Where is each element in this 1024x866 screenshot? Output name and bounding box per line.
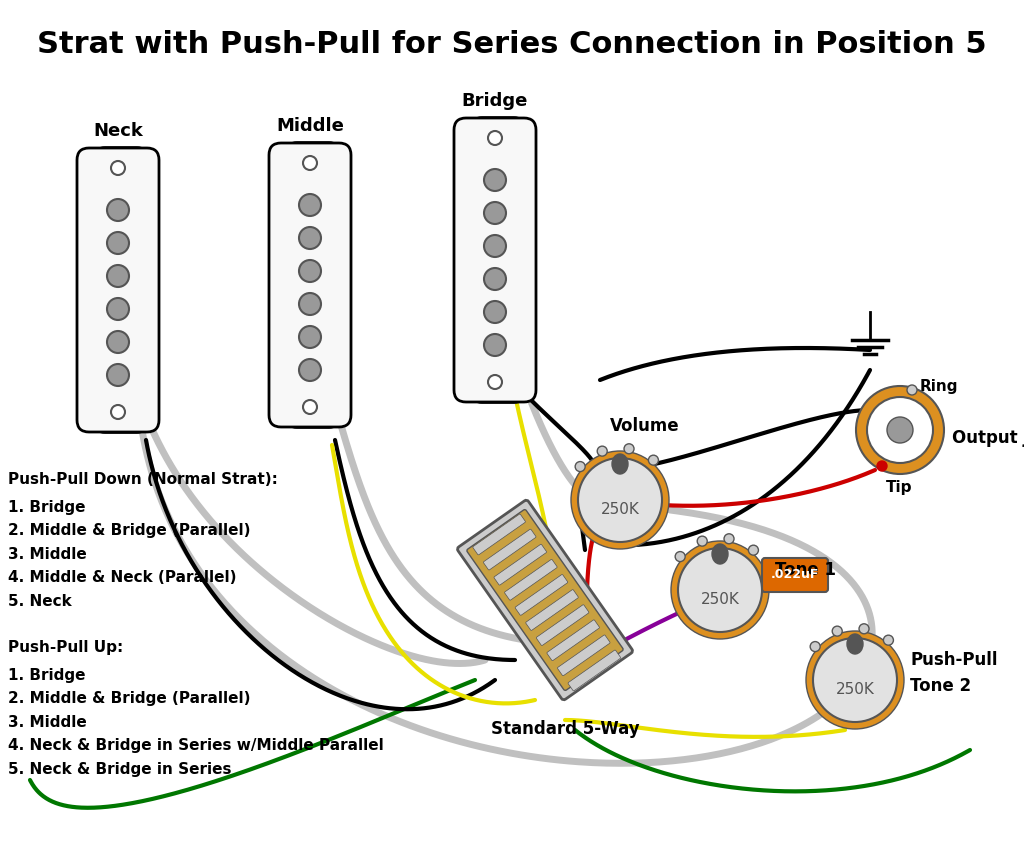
FancyBboxPatch shape [287,141,339,429]
Circle shape [106,265,129,287]
Circle shape [484,268,506,290]
Circle shape [484,334,506,356]
Ellipse shape [847,634,863,654]
Circle shape [697,536,708,546]
Circle shape [648,456,658,465]
Circle shape [887,417,913,443]
Circle shape [575,462,585,472]
Text: 1. Bridge
2. Middle & Bridge (Parallel)
3. Middle
4. Middle & Neck (Parallel)
5.: 1. Bridge 2. Middle & Bridge (Parallel) … [8,500,251,609]
Circle shape [877,461,887,471]
Circle shape [106,364,129,386]
Text: Strat with Push-Pull for Series Connection in Position 5: Strat with Push-Pull for Series Connecti… [37,30,987,59]
Text: 250K: 250K [600,502,639,518]
Text: 250K: 250K [836,682,874,697]
Circle shape [749,546,759,555]
Circle shape [106,232,129,254]
FancyBboxPatch shape [467,509,624,690]
Circle shape [303,156,317,170]
FancyBboxPatch shape [269,143,351,427]
FancyBboxPatch shape [505,559,557,600]
Circle shape [106,331,129,353]
Circle shape [867,397,933,463]
FancyBboxPatch shape [483,529,536,570]
Text: Ring: Ring [920,378,958,393]
Text: Tip: Tip [886,480,912,495]
FancyBboxPatch shape [458,501,633,700]
FancyBboxPatch shape [537,604,589,645]
FancyBboxPatch shape [494,545,547,585]
Text: Standard 5-Way: Standard 5-Way [490,720,639,738]
FancyBboxPatch shape [515,574,567,616]
FancyBboxPatch shape [762,558,828,592]
Circle shape [484,202,506,224]
Text: Push-Pull Down (Normal Strat):: Push-Pull Down (Normal Strat): [8,472,278,487]
Circle shape [571,451,669,549]
Circle shape [299,194,321,216]
Circle shape [299,227,321,249]
FancyBboxPatch shape [525,590,579,630]
Text: Push-Pull: Push-Pull [910,651,997,669]
Circle shape [833,626,842,637]
Text: 250K: 250K [700,592,739,608]
Ellipse shape [712,544,728,564]
FancyBboxPatch shape [95,146,146,434]
Circle shape [484,169,506,191]
Circle shape [488,131,502,145]
FancyBboxPatch shape [454,118,536,402]
Text: Output Jack: Output Jack [952,429,1024,447]
Circle shape [299,260,321,282]
Circle shape [303,400,317,414]
Circle shape [856,386,944,474]
FancyBboxPatch shape [472,116,524,404]
Text: Tone 1: Tone 1 [775,561,836,579]
Circle shape [624,443,634,454]
Text: Tone 2: Tone 2 [910,677,971,695]
Circle shape [671,541,769,639]
Ellipse shape [612,454,628,474]
Circle shape [578,458,662,542]
Circle shape [111,161,125,175]
Text: Middle: Middle [276,117,344,135]
Circle shape [859,624,869,634]
Circle shape [111,405,125,419]
FancyBboxPatch shape [473,514,525,555]
Circle shape [675,552,685,561]
Circle shape [813,638,897,722]
Text: Neck: Neck [93,122,143,140]
Text: 1. Bridge
2. Middle & Bridge (Parallel)
3. Middle
4. Neck & Bridge in Series w/M: 1. Bridge 2. Middle & Bridge (Parallel) … [8,668,384,777]
Circle shape [810,642,820,651]
Text: Push-Pull Up:: Push-Pull Up: [8,640,123,655]
Circle shape [299,326,321,348]
FancyBboxPatch shape [547,620,599,661]
Circle shape [299,293,321,315]
FancyBboxPatch shape [557,635,610,675]
Circle shape [597,446,607,456]
FancyBboxPatch shape [568,650,621,691]
Circle shape [299,359,321,381]
Circle shape [488,375,502,389]
FancyBboxPatch shape [77,148,159,432]
Circle shape [484,301,506,323]
Circle shape [106,298,129,320]
Text: .022uF: .022uF [771,568,819,581]
Text: Bridge: Bridge [462,92,528,110]
Circle shape [724,533,734,544]
Circle shape [484,235,506,257]
Circle shape [678,548,762,632]
Circle shape [806,631,904,729]
Circle shape [884,635,893,645]
Text: Volume: Volume [610,417,680,435]
Circle shape [907,385,918,395]
Circle shape [106,199,129,221]
